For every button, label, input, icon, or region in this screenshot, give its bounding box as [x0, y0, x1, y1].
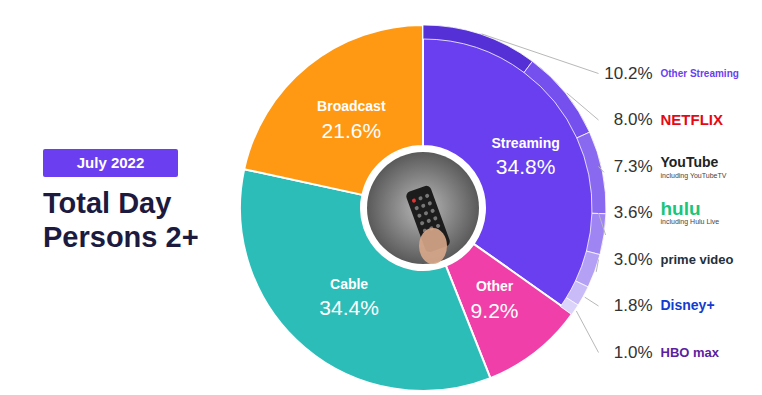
svg-text:Disney+: Disney+	[661, 297, 715, 313]
svg-text:21.6%: 21.6%	[322, 119, 382, 142]
svg-text:including YouTubeTV: including YouTubeTV	[661, 172, 727, 180]
svg-text:34.4%: 34.4%	[319, 296, 379, 319]
svg-text:1.0%: 1.0%	[614, 343, 653, 362]
svg-text:NETFLIX: NETFLIX	[661, 111, 724, 128]
svg-text:34.8%: 34.8%	[496, 155, 556, 178]
svg-text:Other: Other	[476, 278, 514, 294]
html-text:July 2022: July 2022	[76, 154, 145, 171]
svg-text:7.3%: 7.3%	[614, 157, 653, 176]
svg-text:prime video: prime video	[661, 252, 734, 267]
svg-text:YouTube: YouTube	[661, 154, 719, 170]
svg-text:3.6%: 3.6%	[614, 203, 653, 222]
svg-text:Streaming: Streaming	[491, 135, 559, 151]
svg-text:Cable: Cable	[330, 276, 368, 292]
svg-text:HBO max: HBO max	[661, 345, 720, 360]
svg-text:1.8%: 1.8%	[614, 296, 653, 315]
svg-text:including Hulu Live: including Hulu Live	[661, 218, 720, 226]
svg-text:9.2%: 9.2%	[471, 299, 519, 322]
svg-text:3.0%: 3.0%	[614, 250, 653, 269]
svg-text:Broadcast: Broadcast	[317, 98, 386, 114]
svg-text:8.0%: 8.0%	[614, 110, 653, 129]
html-text:Total Day Persons 2+: Total Day Persons 2+	[43, 187, 199, 253]
svg-text:hulu: hulu	[661, 198, 701, 219]
svg-text:Other Streaming: Other Streaming	[661, 68, 739, 79]
svg-text:10.2%: 10.2%	[604, 64, 652, 83]
